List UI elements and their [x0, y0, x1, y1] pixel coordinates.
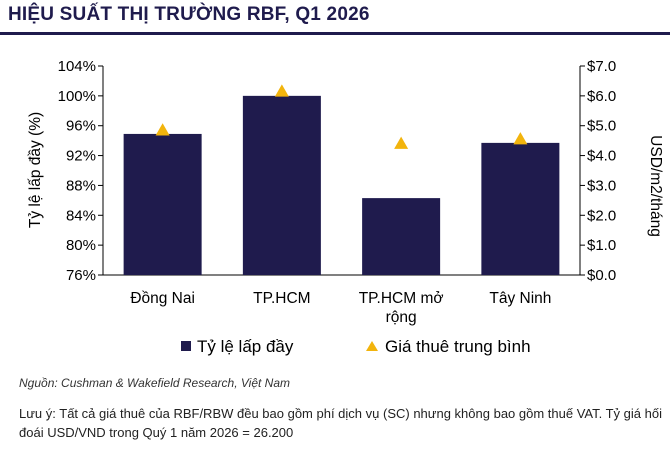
chart-title: HIỆU SUẤT THỊ TRƯỜNG RBF, Q1 2026: [8, 4, 370, 25]
bar-occupancy: [362, 198, 441, 275]
y-tick-label: 84%: [66, 207, 96, 224]
y-tick-label: 100%: [58, 88, 96, 105]
chart: 76% 80% 84% 88% 92% 96% 100% 104% $0.0 $1.0 $2.0 $3…: [27, 58, 664, 356]
y2-tick-label: $4.0: [587, 148, 616, 165]
y2-tick-label: $6.0: [587, 88, 616, 105]
marker-rent: [513, 132, 528, 145]
y-tick-label: 104%: [58, 58, 96, 75]
y2-tick-label: $1.0: [587, 237, 616, 254]
y2-axis-title: USD/m2/tháng: [647, 135, 664, 237]
y2-tick-label: $2.0: [587, 207, 616, 224]
y-tick-label: 92%: [66, 148, 96, 165]
y-tick-label: 88%: [66, 177, 96, 194]
bar-occupancy: [242, 95, 321, 275]
x-tick-label: Tây Ninh: [489, 290, 551, 307]
x-tick-label: TP.HCM: [253, 290, 310, 307]
y-tick-label: 96%: [66, 118, 96, 135]
x-tick-label: Đồng Nai: [130, 290, 195, 307]
source-note: Nguồn: Cushman & Wakefield Research, Việ…: [19, 376, 291, 390]
legend-swatch-occupancy: [181, 341, 191, 351]
legend-label-rent: Giá thuê trung bình: [385, 337, 531, 356]
y-tick-label: 80%: [66, 237, 96, 254]
y2-tick-label: $0.0: [587, 267, 616, 284]
marker-rent: [155, 123, 170, 136]
marker-rent: [274, 84, 289, 97]
legend-marker-rent: [366, 341, 378, 351]
x-tick-label: rộng: [386, 309, 417, 326]
bar-occupancy: [481, 142, 560, 275]
legend: Tỷ lệ lấp đầy Giá thuê trung bình: [181, 337, 531, 356]
plot-area: 76% 80% 84% 88% 92% 96% 100% 104% $0.0 $1.0 $2.0 $3…: [58, 58, 617, 326]
marker-rent: [394, 136, 409, 149]
bar-occupancy: [123, 133, 202, 275]
y2-tick-label: $5.0: [587, 118, 616, 135]
title-divider: [0, 32, 670, 35]
y-axis-title: Tỷ lệ lấp đầy (%): [27, 112, 44, 228]
y-tick-label: 76%: [66, 267, 96, 284]
y2-tick-label: $7.0: [587, 58, 616, 75]
y2-tick-label: $3.0: [587, 177, 616, 194]
footnote: Lưu ý: Tất cả giá thuê của RBF/RBW đều b…: [19, 406, 662, 440]
legend-label-occupancy: Tỷ lệ lấp đầy: [197, 337, 294, 356]
x-tick-label: TP.HCM mở: [359, 290, 444, 307]
